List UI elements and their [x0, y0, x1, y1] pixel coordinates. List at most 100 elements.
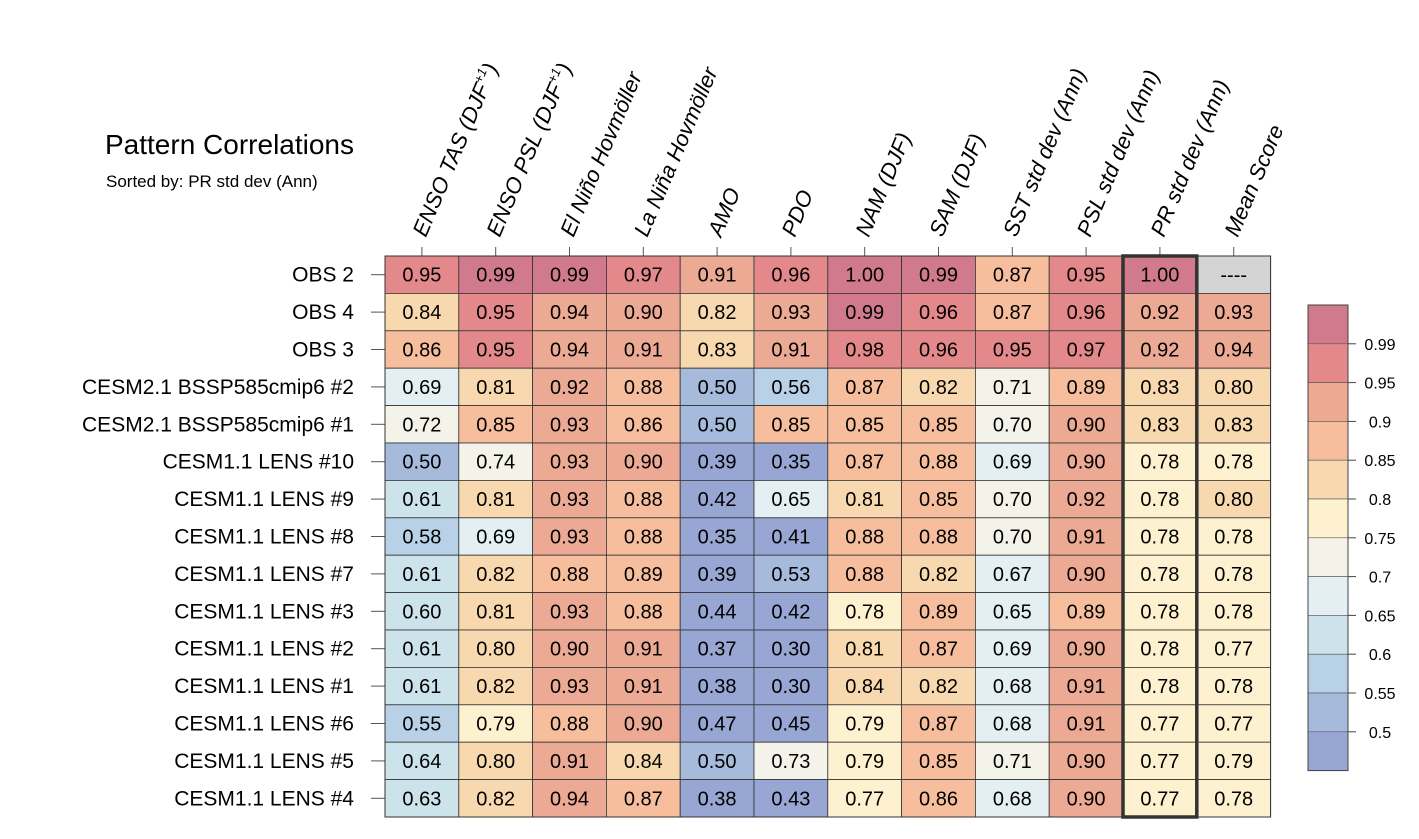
cell-value: 0.94 — [1214, 340, 1253, 362]
heatmap-cell — [901, 517, 976, 556]
heatmap-cell — [827, 479, 902, 519]
cell-value: 0.85 — [771, 414, 810, 436]
cell-value: 0.87 — [919, 639, 958, 661]
cell-value: 0.55 — [402, 714, 441, 736]
cell-value: 0.84 — [402, 302, 441, 324]
heatmap-cell — [753, 330, 829, 369]
cell-value: 0.69 — [993, 639, 1032, 661]
cell-value: 0.71 — [993, 751, 1032, 773]
cell-value: 0.42 — [771, 601, 810, 623]
cell-value: 0.87 — [624, 788, 663, 810]
cell-value: 0.91 — [624, 639, 663, 661]
row-label: CESM1.1 LENS #10 — [163, 451, 354, 474]
cell-value: 0.67 — [993, 564, 1032, 586]
cell-value: 0.79 — [845, 751, 884, 773]
cell-value: 0.81 — [476, 489, 515, 511]
heatmap-cell — [1122, 367, 1198, 407]
heatmap-cell — [827, 367, 902, 407]
column-label-text: SAM (DJF) — [924, 130, 990, 240]
cell-value: 0.90 — [1067, 639, 1106, 661]
column-label-text: AMO — [702, 184, 745, 242]
heatmap-cell — [827, 292, 902, 332]
heatmap-cell — [532, 330, 607, 369]
cell-value: 0.95 — [476, 340, 515, 362]
heatmap-cell — [384, 367, 460, 407]
heatmap-cell — [384, 292, 460, 332]
cell-value: 0.83 — [1214, 414, 1253, 436]
cell-value: 0.88 — [550, 714, 589, 736]
heatmap-cell — [975, 741, 1050, 781]
cell-value: 0.93 — [550, 527, 589, 549]
cell-value: 0.65 — [771, 489, 810, 511]
heatmap-cell — [458, 554, 533, 594]
colorbar-swatch — [1307, 304, 1349, 345]
heatmap-cell — [606, 479, 681, 519]
cell-value: 0.97 — [1067, 340, 1106, 362]
cell-value: 0.60 — [402, 601, 441, 623]
heatmap-cell — [458, 741, 533, 781]
heatmap-cell — [532, 255, 607, 294]
cell-value: 0.99 — [476, 265, 515, 287]
row-label: CESM2.1 BSSP585cmip6 #1 — [82, 413, 354, 436]
heatmap-cell — [753, 442, 829, 481]
cell-value: 0.42 — [698, 489, 737, 511]
cell-value: 0.88 — [919, 452, 958, 474]
heatmap-cell — [532, 592, 607, 631]
heatmap-cell — [1196, 405, 1272, 444]
cell-value: 0.99 — [845, 302, 884, 324]
heatmap-cell — [384, 629, 460, 668]
heatmap-cell — [679, 629, 755, 668]
cell-value: 0.63 — [402, 788, 441, 810]
cell-value: 0.37 — [698, 639, 737, 661]
cell-value: 0.35 — [771, 452, 810, 474]
heatmap-cell — [679, 667, 755, 706]
cell-value: 0.64 — [402, 751, 441, 773]
heatmap-cell — [679, 554, 755, 594]
heatmap-cell — [679, 292, 755, 332]
cell-value: 0.78 — [1140, 489, 1179, 511]
cell-value: 0.68 — [993, 714, 1032, 736]
heatmap-cell — [753, 554, 829, 594]
highlighted-column-frame — [1121, 254, 1199, 819]
heatmap-cell — [458, 592, 533, 631]
cell-value: 0.87 — [845, 377, 884, 399]
heatmap-cell — [901, 330, 976, 369]
heatmap-cell — [901, 629, 976, 668]
cell-value: 0.94 — [550, 340, 589, 362]
cell-value: 0.93 — [550, 601, 589, 623]
heatmap-cell — [458, 330, 533, 369]
column-label: NAM (DJF) — [850, 129, 916, 240]
colorbar-label: 0.7 — [1369, 570, 1391, 587]
heatmap-cell — [458, 479, 533, 519]
row-labels: OBS 2 OBS 4 OBS 3 CESM2.1 BSSP585cmip6 #2 CE… — [82, 264, 385, 810]
row-label: CESM1.1 LENS #2 — [174, 638, 354, 661]
row-label: OBS 4 — [292, 301, 354, 324]
cell-value: 0.93 — [550, 452, 589, 474]
cell-value: 0.92 — [1140, 302, 1179, 324]
cell-value: 0.91 — [1067, 714, 1106, 736]
column-labels: ENSO TAS (DJF+1)ENSO PSL (DJF+1)El Niño … — [407, 59, 1289, 256]
cell-value: 0.95 — [993, 340, 1032, 362]
row-label: CESM1.1 LENS #3 — [174, 600, 354, 623]
cell-value: 0.85 — [919, 489, 958, 511]
cell-value: 0.88 — [919, 527, 958, 549]
heatmap-cell — [606, 704, 681, 743]
heatmap-cell — [532, 405, 607, 444]
cell-value: 0.72 — [402, 414, 441, 436]
cell-value: 0.77 — [1214, 639, 1253, 661]
heatmap-cell — [901, 592, 976, 631]
cell-value: 0.90 — [624, 302, 663, 324]
heatmap-cell — [679, 442, 755, 481]
heatmap-cell — [827, 741, 902, 781]
heatmap-cell — [975, 592, 1050, 631]
cell-value: 0.78 — [1214, 788, 1253, 810]
cell-value: 0.92 — [1140, 340, 1179, 362]
cell-value: 0.78 — [1214, 452, 1253, 474]
cell-value: 0.77 — [1140, 714, 1179, 736]
heatmap-cell — [975, 255, 1050, 294]
heatmap-cell — [827, 554, 902, 594]
colorbar-label: 0.8 — [1369, 492, 1391, 509]
cell-value: 0.78 — [1140, 564, 1179, 586]
cell-value: 0.77 — [1140, 788, 1179, 810]
cell-value: 0.81 — [845, 489, 884, 511]
